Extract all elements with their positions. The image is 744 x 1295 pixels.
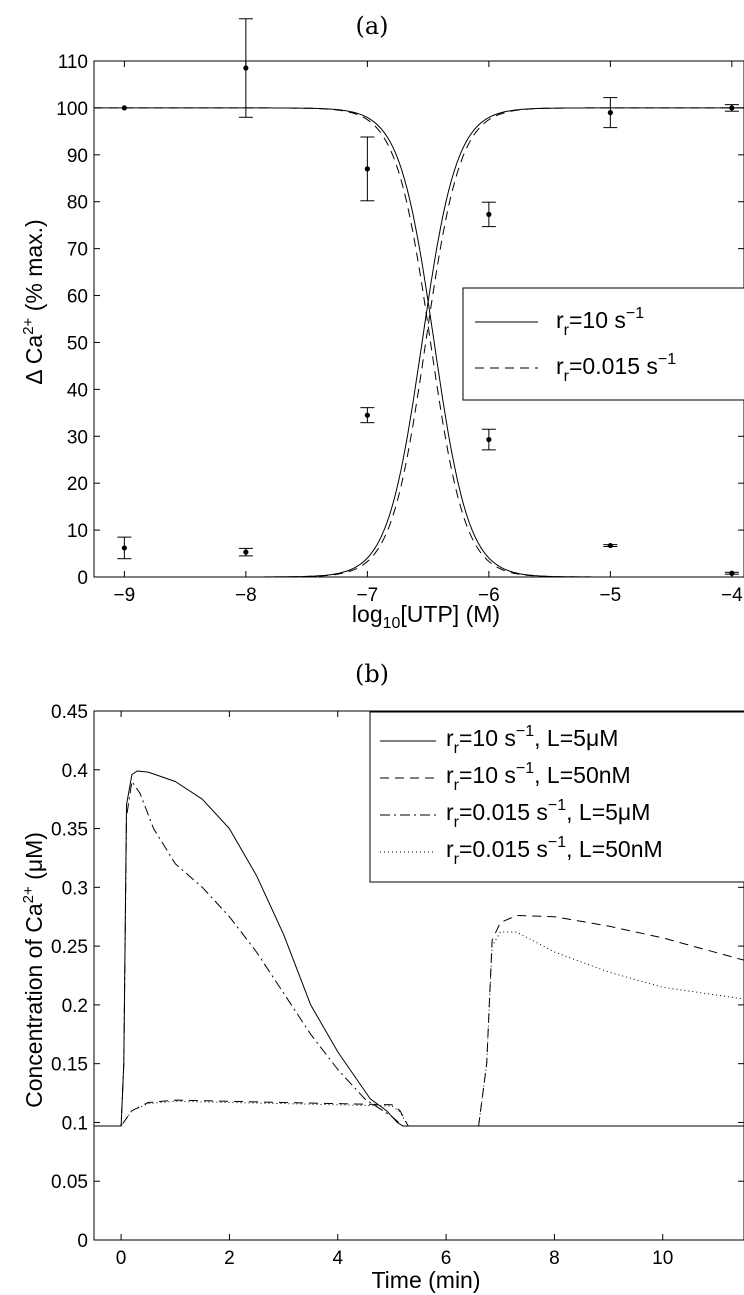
chart-b-ytick-label: 0.3	[62, 878, 88, 899]
chart-a-ytick-label: 30	[67, 427, 88, 448]
chart-a-data-point	[486, 211, 492, 217]
chart-a-series-line-dashed	[94, 107, 744, 578]
chart-b-series-line-dotted	[94, 931, 744, 1127]
chart-b-plot-area: 0 2 4 6 8 10 0 0.05 0.1 0.15 0.2 0.25 0.3 0.35 0.4 0.45	[51, 702, 744, 1269]
chart-a-data-point	[364, 166, 370, 172]
chart-b-ytick-label: 0.35	[51, 820, 88, 841]
chart-b-ytick-label: 0.05	[51, 1172, 88, 1193]
chart-b-axes-frame	[93, 710, 744, 1241]
chart-a-xlabel: log10[UTP] (M)	[352, 601, 500, 632]
chart-a-xtick-label: −8	[235, 585, 257, 606]
chart-a: (a) −9 −8 −7 −6 −5 −4 0 10 20 30 40 50 60 70 80 90 100 11…	[20, 12, 744, 632]
chart-a-ytick-label: 50	[67, 333, 88, 354]
chart-b: (b) 0 2 4 6 8 10 0 0.05 0.1 0.15 0.2 0.25 0.3 0.35 0.4…	[20, 660, 744, 1293]
chart-a-xtick-label: −6	[478, 585, 500, 606]
chart-a-data-point	[364, 412, 370, 418]
chart-b-xtick-label: 10	[652, 1248, 673, 1269]
chart-a-ylabel: Δ Ca2+ (% max.)	[20, 219, 47, 384]
chart-a-legend: rr=10 s−1 rr=0.015 s−1	[462, 287, 744, 401]
chart-a-legend-box	[462, 287, 744, 401]
chart-a-data-point	[243, 549, 249, 555]
chart-a-data-point	[729, 570, 735, 576]
chart-a-data-point	[121, 545, 127, 551]
chart-a-ytick-label: 60	[67, 287, 88, 308]
chart-b-ytick-label: 0.1	[62, 1113, 88, 1134]
chart-a-title: (a)	[355, 12, 388, 40]
chart-b-legend-box	[369, 711, 744, 883]
chart-a-xtick-label: −4	[721, 585, 743, 606]
chart-b-xtick-label: 0	[116, 1248, 127, 1269]
chart-b-series-line-dashdot	[94, 781, 744, 1127]
chart-a-ytick-label: 110	[58, 52, 88, 73]
chart-a-ytick-label: 100	[56, 99, 88, 120]
chart-b-ytick-label: 0.15	[51, 1055, 88, 1076]
chart-a-ytick-label: 0	[77, 568, 88, 589]
chart-a-xtick-label: −5	[600, 585, 622, 606]
chart-a-plot-area: −9 −8 −7 −6 −5 −4 0 10 20 30 40 50 60 70 80 90 100 110	[56, 18, 744, 606]
chart-a-data-point	[607, 110, 613, 116]
chart-b-series-line-dashed	[94, 915, 744, 1127]
chart-b-ytick-label: 0	[77, 1231, 88, 1252]
chart-a-xtick-label: −7	[357, 585, 379, 606]
chart-a-ytick-label: 40	[67, 380, 88, 401]
chart-a-data-point	[607, 542, 613, 549]
chart-b-ylabel: Concentration of Ca2+ (μM)	[20, 832, 47, 1108]
chart-b-xtick-label: 2	[224, 1248, 235, 1269]
chart-b-ytick-label: 0.25	[51, 937, 88, 958]
chart-a-ytick-label: 80	[67, 193, 88, 214]
chart-a-ytick-label: 20	[67, 474, 88, 495]
chart-a-series-line-dashed	[94, 107, 744, 578]
chart-b-legend: rr=10 s−1, L=5μM rr=10 s−1, L=50nM rr=0.…	[369, 711, 744, 883]
chart-b-xlabel: Time (min)	[371, 1267, 480, 1293]
chart-b-xtick-label: 8	[549, 1248, 560, 1269]
chart-a-ytick-label: 70	[67, 240, 88, 261]
chart-a-xtick-label: −9	[114, 585, 136, 606]
chart-a-data-point	[243, 65, 249, 71]
chart-b-xtick-label: 6	[441, 1248, 452, 1269]
chart-b-ytick-label: 0.45	[51, 702, 88, 723]
chart-a-ytick-label: 10	[67, 521, 88, 542]
chart-a-data-point	[729, 105, 735, 111]
chart-b-ytick-label: 0.2	[62, 996, 88, 1017]
chart-a-data-point	[486, 436, 492, 443]
chart-a-axes-frame	[93, 60, 744, 578]
chart-a-ytick-label: 90	[67, 146, 88, 167]
chart-a-data-point	[121, 105, 127, 111]
chart-b-xtick-label: 4	[332, 1248, 343, 1269]
chart-b-ytick-label: 0.4	[62, 761, 89, 782]
chart-b-title: (b)	[355, 660, 389, 688]
